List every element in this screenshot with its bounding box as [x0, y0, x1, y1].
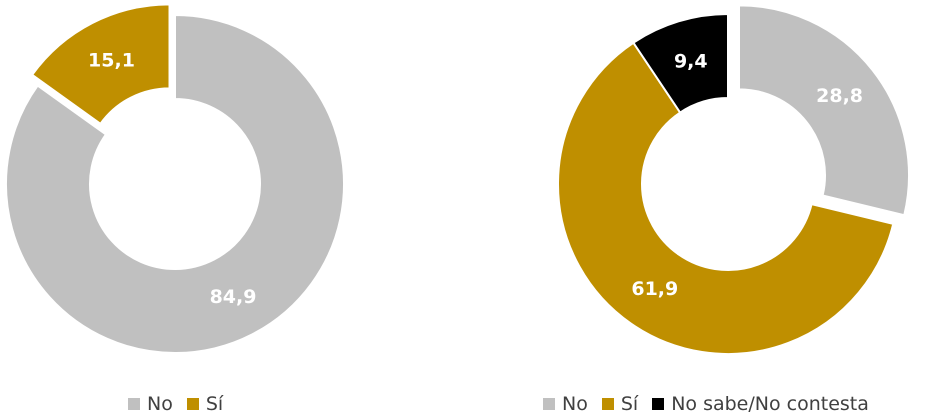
legend-label-si: Sí	[205, 393, 224, 415]
donut-chart-1: 84,9 15,1	[5, 3, 345, 354]
slice-no	[738, 4, 910, 217]
legend-chart-2: No Sí No sabe/No contesta	[543, 393, 869, 415]
data-label-no: 28,8	[816, 85, 863, 107]
legend-swatch-ns-nc	[652, 398, 665, 410]
legend-item-no: No	[543, 393, 588, 415]
legend-item-si: Sí	[186, 393, 224, 415]
legend-item-no: No	[128, 393, 173, 415]
legend-label-no: No	[147, 393, 173, 415]
legend-item-ns-nc: No sabe/No contesta	[652, 393, 869, 415]
data-label-si: 15,1	[88, 49, 135, 71]
legend-swatch-no	[128, 398, 140, 410]
legend-swatch-no	[543, 398, 555, 410]
legend-label-si: Sí	[620, 393, 639, 415]
legend-swatch-si	[186, 398, 199, 410]
legend-chart-1: No Sí	[128, 393, 223, 415]
data-label-si: 61,9	[631, 278, 678, 300]
data-label-no-sabe-no-contesta: 9,4	[674, 51, 708, 73]
slice-si	[30, 3, 171, 126]
legend-item-si: Sí	[601, 393, 639, 415]
slice-no	[5, 13, 345, 354]
data-label-no: 84,9	[210, 286, 257, 308]
slice-si	[557, 41, 895, 355]
donut-chart-2: 28,8 61,9 9,4	[557, 4, 910, 355]
legend-label-ns-nc: No sabe/No contesta	[671, 393, 869, 415]
legend-label-no: No	[562, 393, 588, 415]
legend-swatch-si	[601, 398, 614, 410]
slice-no-sabe-no-contesta	[632, 12, 729, 114]
